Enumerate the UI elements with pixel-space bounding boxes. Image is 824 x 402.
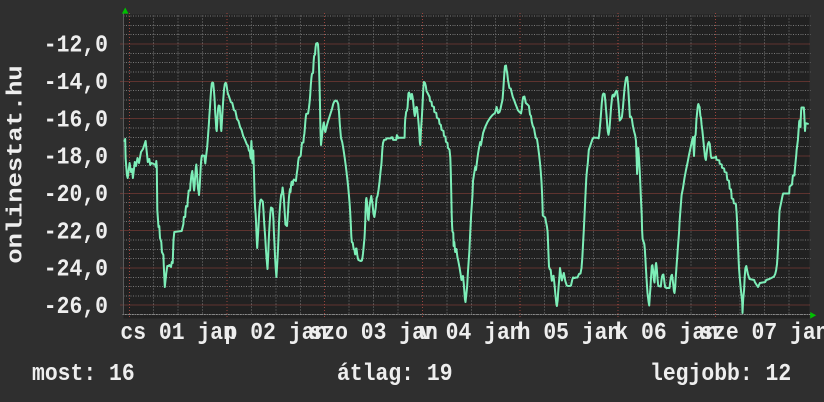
svg-text:most: 16: most: 16 xyxy=(32,360,135,388)
svg-text:sze 07 jan: sze 07 jan xyxy=(700,319,824,347)
svg-text:-26,0: -26,0 xyxy=(44,293,108,321)
svg-text:átlag: 19: átlag: 19 xyxy=(337,360,453,388)
svg-text:p 02 jan: p 02 jan xyxy=(225,319,328,347)
svg-text:h 05 jan: h 05 jan xyxy=(518,319,621,347)
svg-text:v 04 jan: v 04 jan xyxy=(420,319,523,347)
svg-text:-22,0: -22,0 xyxy=(44,218,108,246)
svg-text:k 06 jan: k 06 jan xyxy=(615,319,718,347)
svg-text:-14,0: -14,0 xyxy=(44,69,108,97)
svg-text:legjobb: 12: legjobb: 12 xyxy=(650,360,791,388)
svg-text:-18,0: -18,0 xyxy=(44,144,108,172)
svg-text:-12,0: -12,0 xyxy=(44,32,108,60)
svg-text:-16,0: -16,0 xyxy=(44,106,108,134)
svg-text:-20,0: -20,0 xyxy=(44,181,108,209)
svg-text:onlinestat.hu: onlinestat.hu xyxy=(4,65,29,263)
svg-text:szo 03 jan: szo 03 jan xyxy=(309,319,437,347)
svg-text:-24,0: -24,0 xyxy=(44,255,108,283)
svg-text:cs 01 jan: cs 01 jan xyxy=(120,319,236,347)
